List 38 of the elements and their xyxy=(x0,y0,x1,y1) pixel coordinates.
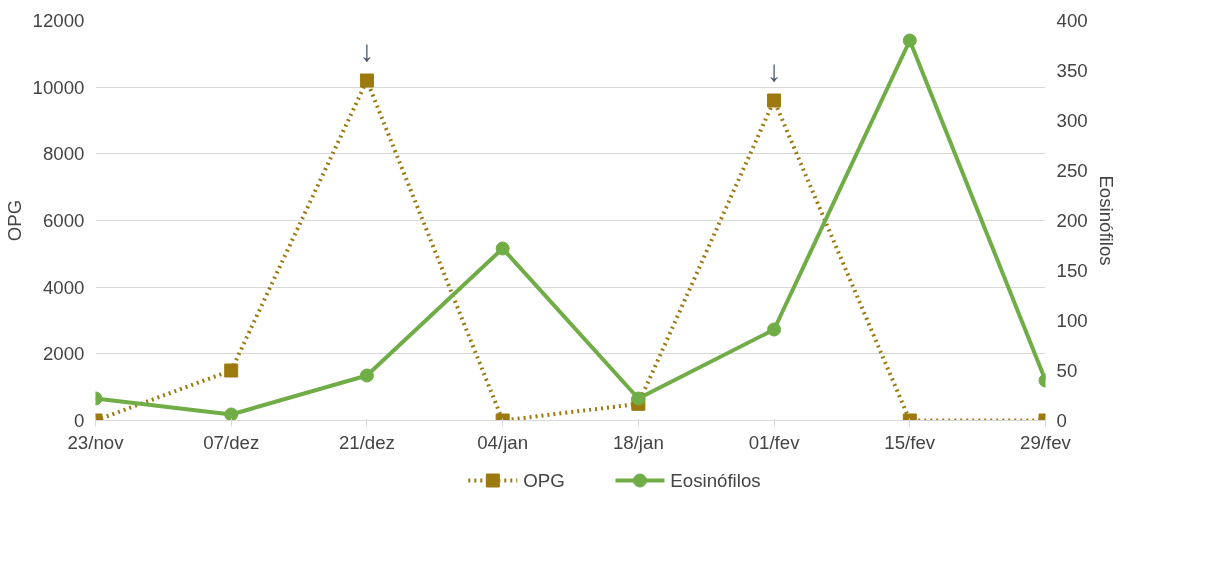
annotation: ↓ xyxy=(359,33,375,67)
y-tick-label: 8000 xyxy=(43,143,85,165)
y2-tick-label: 50 xyxy=(1056,360,1078,381)
x-tick-label: 15/fev xyxy=(884,431,936,453)
y-tick-label: 0 xyxy=(74,410,85,431)
point xyxy=(495,241,510,256)
x-tick-label: 01/fev xyxy=(748,431,801,453)
y2-axis-title: Eosinófilos xyxy=(1095,175,1117,266)
y-tick-label: 4000 xyxy=(43,276,85,298)
y-tick-label: 10000 xyxy=(32,76,85,98)
point xyxy=(902,33,917,48)
y-tick-label: 2000 xyxy=(43,343,85,365)
x-tick-label: 23/nov xyxy=(67,431,125,453)
y-axis-title: OPG xyxy=(3,199,25,242)
point xyxy=(767,93,782,108)
y2-tick-label: 100 xyxy=(1056,310,1088,331)
point xyxy=(631,391,646,406)
y2-tick-label: 0 xyxy=(1056,410,1067,431)
y2-tick-label: 150 xyxy=(1056,260,1088,281)
y-tick-label: 6000 xyxy=(43,210,85,231)
x-tick-label: 18/jan xyxy=(612,431,664,453)
x-tick-label: 29/fev xyxy=(1020,431,1072,453)
y2-tick-label: 200 xyxy=(1056,210,1088,231)
point xyxy=(224,407,239,421)
legend-label: OPG xyxy=(523,470,565,491)
x-tick-label: 04/jan xyxy=(477,431,529,453)
x-tick-label: 21/dez xyxy=(338,431,395,453)
y-tick-label: 12000 xyxy=(32,10,85,31)
legend-label: Eosinófilos xyxy=(670,470,761,491)
annotation: ↓ xyxy=(766,53,782,87)
point xyxy=(359,368,374,383)
point xyxy=(359,73,374,88)
y2-tick-label: 400 xyxy=(1056,10,1088,31)
x-tick-label: 07/dez xyxy=(203,431,260,453)
y2-tick-label: 350 xyxy=(1056,60,1088,81)
y2-tick-label: 250 xyxy=(1056,160,1088,181)
y2-tick-label: 300 xyxy=(1056,110,1088,131)
point xyxy=(767,322,782,337)
